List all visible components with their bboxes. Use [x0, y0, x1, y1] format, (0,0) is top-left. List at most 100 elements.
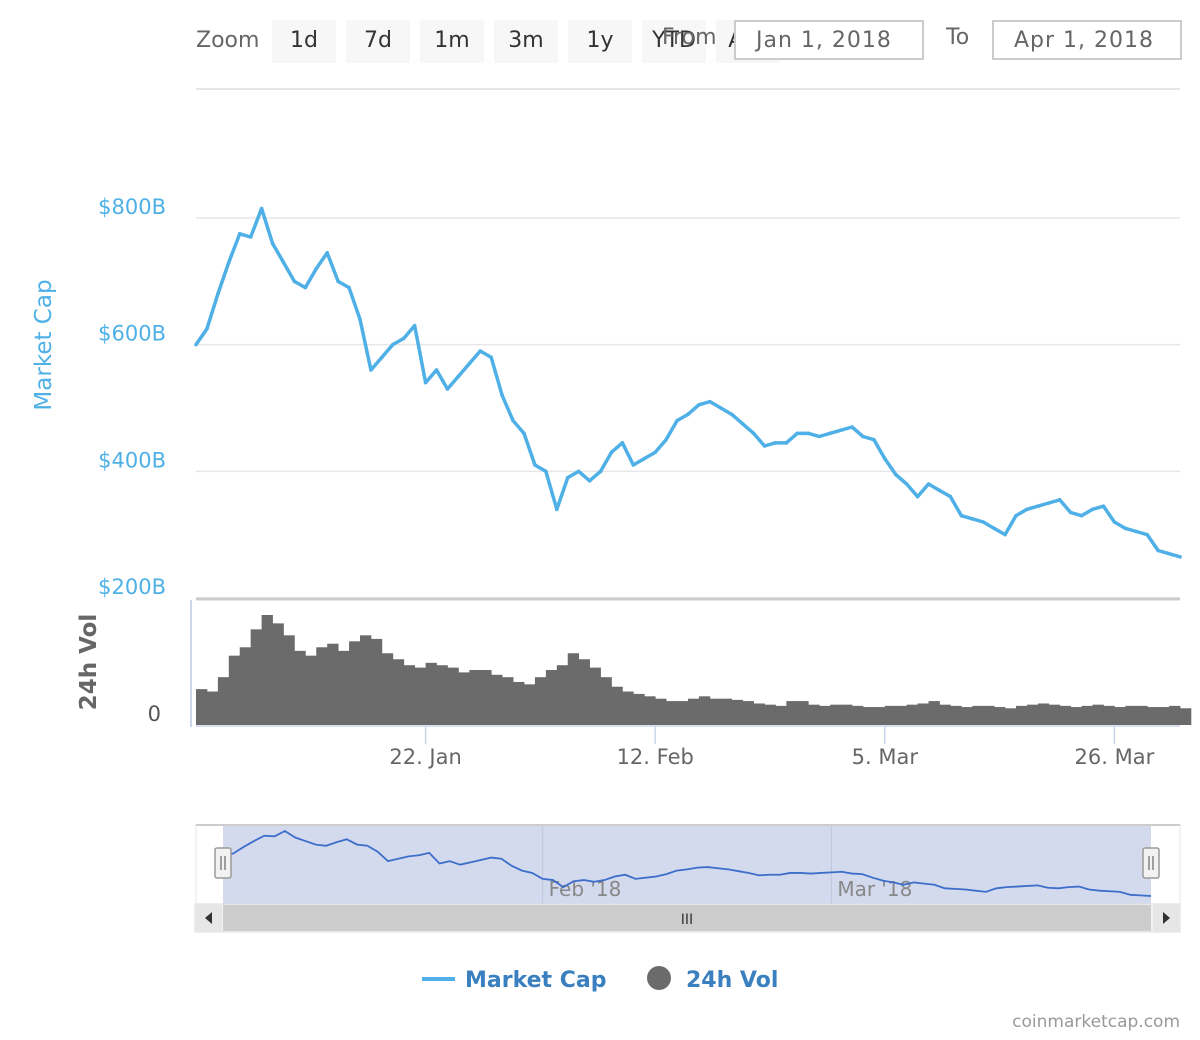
market-cap-data-point — [401, 336, 406, 341]
y-tick-label: $800B — [98, 195, 166, 219]
zoom-3m-button[interactable]: 3m — [494, 20, 558, 63]
market-cap-data-point — [1057, 498, 1062, 502]
volume-bar — [644, 696, 656, 725]
volume-bar — [436, 665, 448, 725]
market-cap-data-point — [708, 399, 712, 404]
volume-bar — [753, 703, 765, 725]
volume-axis-title: 24h Vol — [76, 614, 102, 711]
market-cap-data-point — [445, 387, 450, 391]
credit-link[interactable]: coinmarketcap.com — [1012, 1012, 1180, 1032]
volume-bar — [250, 629, 262, 725]
volume-bar — [283, 635, 295, 725]
volume-bar — [261, 615, 273, 725]
market-cap-data-point — [883, 456, 887, 461]
navigator-series-line — [222, 829, 1152, 897]
from-date-input[interactable]: Jan 1, 2018 — [734, 20, 924, 60]
market-cap-data-point — [576, 469, 581, 474]
volume-bar — [196, 689, 208, 725]
volume-bar — [206, 691, 219, 725]
volume-bar — [1103, 705, 1115, 725]
market-cap-data-point — [1003, 532, 1007, 537]
navigator-left-handle[interactable] — [214, 847, 232, 879]
volume-bar — [1147, 707, 1159, 725]
market-cap-data-point — [762, 444, 767, 448]
market-cap-data-point — [642, 456, 647, 461]
volume-bar — [272, 623, 284, 725]
zoom-1y-button[interactable]: 1y — [568, 20, 632, 63]
volume-bar — [447, 667, 459, 725]
volume-bar — [884, 705, 897, 725]
volume-bar — [1026, 704, 1039, 725]
market-cap-data-point — [817, 434, 821, 439]
market-cap-data-point — [314, 266, 319, 271]
market-cap-data-point — [893, 472, 898, 477]
x-tick-label: 5. Mar — [852, 745, 919, 769]
zoom-ytd-button[interactable]: YTD — [642, 20, 706, 63]
volume-bar — [1092, 704, 1104, 725]
volume-bar — [1136, 705, 1148, 725]
handle-body[interactable] — [214, 847, 232, 879]
volume-bar — [327, 643, 339, 725]
volume-bar — [556, 665, 569, 725]
market-cap-data-point — [806, 431, 811, 436]
market-cap-data-point — [565, 475, 570, 480]
scrollbar-thumb[interactable] — [223, 905, 1151, 931]
volume-bar — [228, 655, 241, 725]
zoom-1d-button[interactable]: 1d — [272, 20, 336, 63]
handle-body[interactable] — [1142, 847, 1160, 879]
market-cap-data-point — [850, 425, 854, 429]
market-cap-data-point — [467, 361, 472, 366]
volume-bar — [1180, 708, 1192, 725]
market-cap-data-point — [369, 368, 373, 372]
to-date-input[interactable]: Apr 1, 2018 — [992, 20, 1182, 60]
market-cap-data-point — [489, 355, 494, 360]
volume-bar — [1048, 704, 1061, 725]
volume-bar — [950, 705, 962, 725]
market-cap-data-point — [511, 418, 515, 423]
legend-label: 24h Vol — [686, 968, 778, 993]
legend-item-market-cap[interactable]: Market Cap — [422, 968, 606, 993]
volume-bar — [534, 677, 547, 725]
market-cap-data-point — [751, 431, 756, 436]
from-label: From — [662, 25, 717, 50]
market-cap-data-point — [391, 342, 395, 347]
volume-bar — [895, 705, 908, 725]
volume-bar — [862, 707, 875, 725]
volume-bar — [906, 704, 918, 725]
market-cap-data-point — [784, 441, 789, 445]
volume-bar — [217, 677, 230, 725]
market-cap-data-point — [587, 479, 592, 483]
market-cap-data-point — [872, 437, 876, 442]
volume-bar — [338, 650, 350, 725]
volume-bar — [316, 647, 328, 725]
volume-bar — [469, 670, 481, 725]
volume-bar — [414, 667, 426, 725]
market-cap-data-point — [292, 279, 297, 284]
zoom-1m-button[interactable]: 1m — [420, 20, 484, 63]
zoom-7d-button[interactable]: 7d — [346, 20, 410, 63]
market-cap-data-point — [1068, 510, 1073, 515]
legend-dot-icon — [647, 966, 671, 990]
volume-bar — [633, 693, 645, 725]
market-cap-data-point — [697, 403, 701, 407]
volume-bar — [983, 705, 995, 725]
market-cap-data-point — [281, 260, 286, 265]
volume-bar — [742, 701, 754, 725]
volume-bar — [720, 698, 733, 725]
market-cap-data-point — [248, 235, 253, 239]
market-cap-data-point — [719, 406, 723, 410]
volume-bar — [294, 650, 306, 725]
market-cap-data-point — [456, 374, 461, 379]
volume-bar — [666, 701, 678, 725]
volume-bar — [305, 655, 317, 725]
legend-item-volume[interactable]: 24h Vol — [647, 966, 778, 993]
navigator-range-mask[interactable] — [223, 825, 1151, 904]
market-cap-data-point — [423, 380, 428, 385]
navigator-right-handle[interactable] — [1142, 847, 1160, 879]
x-tick-label: 22. Jan — [389, 745, 461, 769]
volume-bar — [622, 691, 634, 725]
volume-bar — [731, 699, 744, 725]
market-cap-data-point — [412, 323, 417, 328]
market-cap-data-point — [926, 482, 931, 486]
market-cap-data-point — [795, 431, 800, 436]
